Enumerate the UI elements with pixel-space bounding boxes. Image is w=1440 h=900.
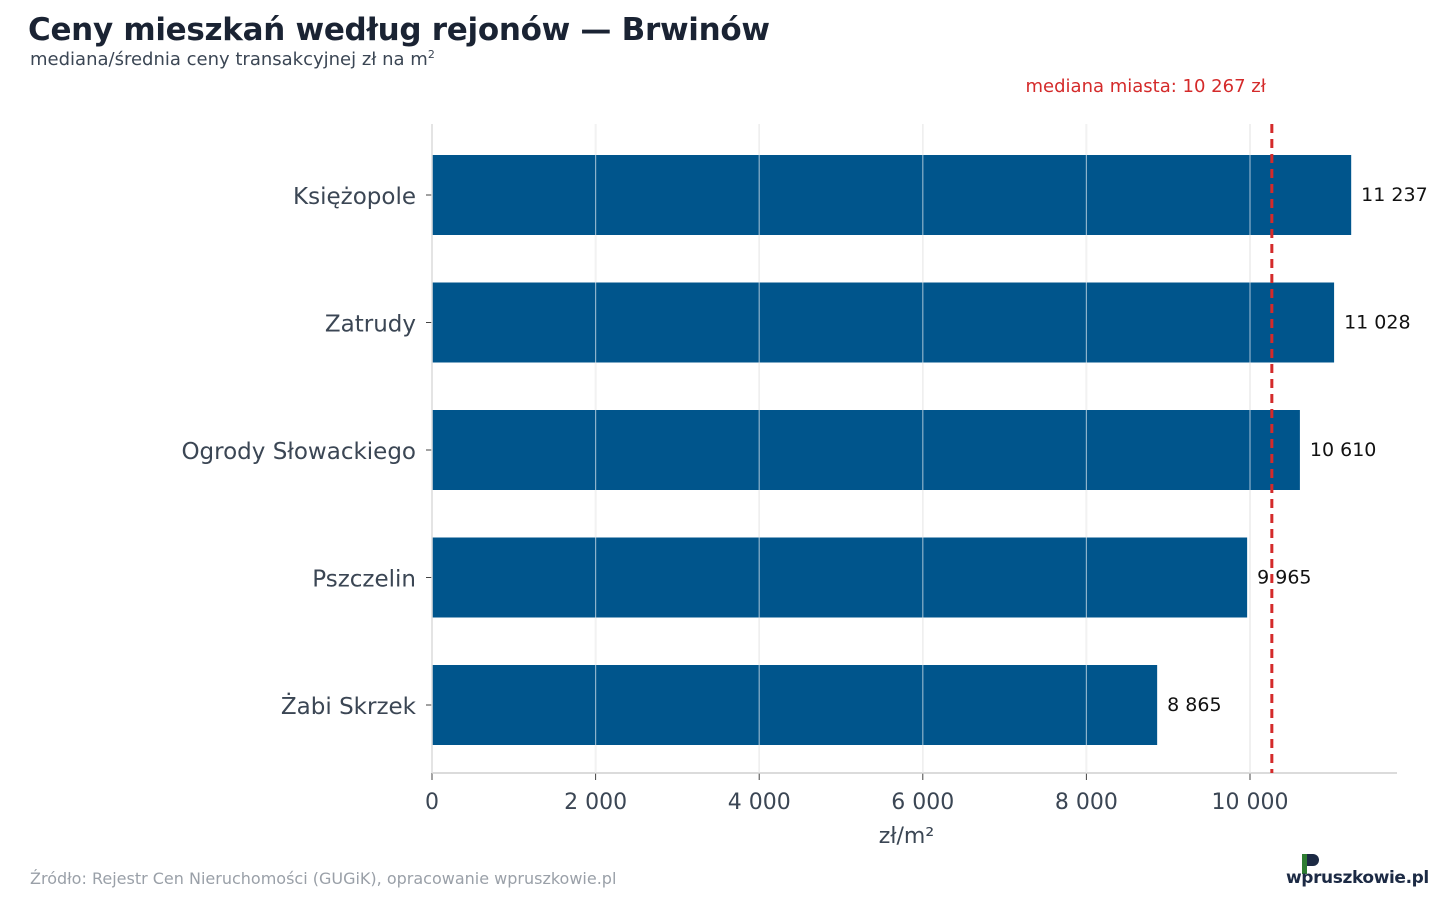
category-label-2: Ogrody Słowackiego: [181, 439, 416, 465]
chart-title: Ceny mieszkań według rejonów — Brwinów: [28, 12, 770, 48]
bar-layer: [432, 155, 1352, 745]
category-label-1: Zatrudy: [325, 312, 416, 338]
bar-value-label-1: 11 028: [1344, 312, 1410, 334]
reference-line-label: mediana miasta: 10 267 zł: [1026, 76, 1267, 97]
category-label-3: Pszczelin: [312, 567, 416, 593]
bar-1: [432, 282, 1335, 363]
x-tick-label-4: 8 000: [1055, 790, 1118, 815]
subtitle-superscript: 2: [427, 48, 435, 61]
subtitle-text: mediana/średnia ceny transakcyjnej zł na…: [30, 49, 428, 70]
category-label-4: Żabi Skrzek: [281, 692, 417, 720]
bar-3: [432, 537, 1248, 618]
axis-layer: [426, 124, 1397, 780]
category-label-0: Księżopole: [293, 184, 416, 210]
reference-layer: [594, 124, 1274, 773]
chart-subtitle: mediana/średnia ceny transakcyjnej zł na…: [30, 48, 435, 70]
logo-mark-icon: [1302, 854, 1319, 874]
label-layer: 11 237 Księżopole 11 028 Zatrudy 10 610 Ogrod…: [181, 76, 1427, 849]
bar-value-label-2: 10 610: [1310, 439, 1376, 461]
x-tick-label-1: 2 000: [564, 790, 627, 815]
x-tick-label-3: 6 000: [891, 790, 954, 815]
bar-0: [432, 155, 1352, 235]
x-tick-label-2: 4 000: [728, 790, 791, 815]
bar-value-label-3: 9 965: [1257, 567, 1311, 589]
x-tick-label-0: 0: [425, 790, 439, 815]
bar-4: [432, 665, 1158, 745]
bar-value-label-4: 8 865: [1167, 694, 1221, 716]
bar-value-label-0: 11 237: [1361, 184, 1427, 206]
x-tick-label-5: 10 000: [1212, 790, 1289, 815]
logo-text: wpruszkowie.pl: [1286, 868, 1429, 888]
bar-2: [432, 410, 1300, 490]
x-axis-title: zł/m²: [879, 824, 934, 849]
source-note: Źródło: Rejestr Cen Nieruchomości (GUGiK…: [30, 869, 617, 888]
site-logo: wpruszkowie.pl: [1286, 852, 1429, 892]
